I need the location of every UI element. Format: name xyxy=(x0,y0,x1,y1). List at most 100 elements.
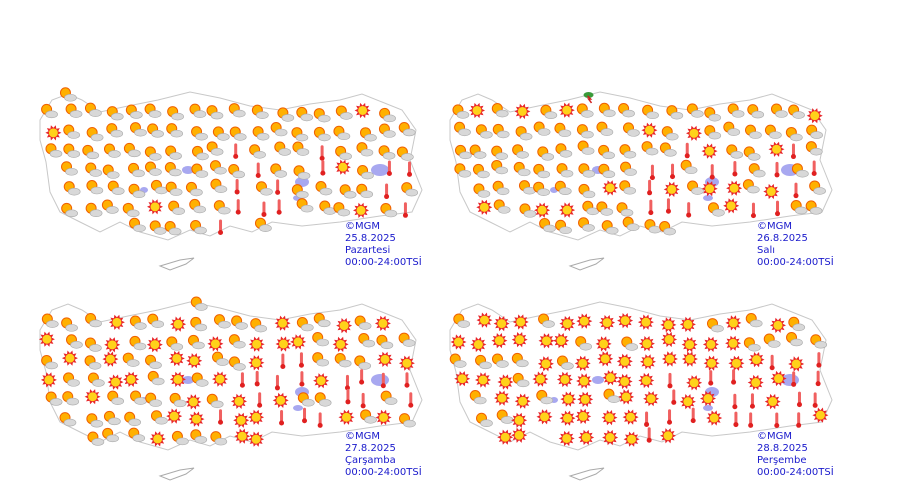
thermometer xyxy=(813,392,817,405)
cloud xyxy=(727,128,741,136)
cloud xyxy=(301,323,314,332)
cloud xyxy=(813,187,826,195)
cloud xyxy=(67,379,80,387)
cloud xyxy=(151,320,165,328)
cloud xyxy=(560,169,574,178)
cloud xyxy=(516,379,530,388)
cloud xyxy=(217,133,230,141)
thermometer-bulb xyxy=(280,363,286,369)
sun-core xyxy=(751,378,761,388)
cloud xyxy=(195,170,209,178)
thermometer xyxy=(275,374,279,387)
sun-core xyxy=(457,374,467,384)
sun-core xyxy=(189,356,199,366)
thermometer-bulb xyxy=(775,211,781,217)
cloud xyxy=(281,114,295,122)
sun-core xyxy=(703,394,713,404)
map-credit: ©MGM xyxy=(345,221,380,232)
thermometer-bulb xyxy=(774,172,780,178)
cloud xyxy=(195,132,208,141)
cloud xyxy=(45,110,58,119)
thermometer-bulb xyxy=(749,403,755,409)
thermometer xyxy=(649,199,653,212)
thermometer-bulb xyxy=(360,403,366,409)
thermometer-bulb xyxy=(380,383,386,389)
cloud xyxy=(134,322,147,330)
thermometer xyxy=(733,160,737,173)
thermometer-bulb xyxy=(274,385,280,391)
sun-core xyxy=(514,430,524,440)
sun-core xyxy=(621,392,631,402)
thermometer xyxy=(281,353,285,366)
sun-core xyxy=(689,378,699,388)
cloud xyxy=(541,153,555,161)
cloud xyxy=(134,128,147,137)
cloud xyxy=(495,152,509,160)
thermometer xyxy=(361,392,365,405)
thermometer xyxy=(672,389,676,402)
cloud xyxy=(523,210,537,218)
cloud xyxy=(343,190,357,199)
sun-core xyxy=(620,356,630,366)
sun-core xyxy=(88,392,98,402)
thermometer xyxy=(770,354,774,367)
sun-core xyxy=(339,321,349,331)
sun-core xyxy=(515,335,525,345)
sun-core xyxy=(172,353,182,363)
sun-core xyxy=(605,183,615,193)
map-date: 25.8.2025 xyxy=(345,233,396,244)
thermometer-bulb xyxy=(670,174,676,180)
sun-core xyxy=(150,340,160,350)
thermometer-bulb xyxy=(733,422,739,428)
thermometer-bulb xyxy=(649,175,655,181)
thermometer-bulb xyxy=(299,381,305,387)
sun-core xyxy=(665,354,675,364)
cloud xyxy=(46,320,59,328)
sun-core xyxy=(378,318,388,328)
sun-core xyxy=(341,412,351,422)
cloud xyxy=(810,147,823,156)
cloud xyxy=(457,320,471,328)
thermometer-bulb xyxy=(235,209,241,215)
thermometer-bulb xyxy=(345,399,351,405)
sun-core xyxy=(402,358,412,368)
cloud xyxy=(256,111,269,119)
cloud xyxy=(517,168,531,177)
thermometer xyxy=(409,392,413,405)
cloud xyxy=(232,170,246,179)
cloud xyxy=(747,153,761,161)
cloud xyxy=(731,110,745,118)
sun-core xyxy=(236,415,246,425)
cloud xyxy=(362,339,376,348)
sun-core xyxy=(472,105,482,115)
cloud xyxy=(155,186,168,195)
cloud xyxy=(194,303,208,311)
cloud xyxy=(300,113,314,122)
cloud xyxy=(712,208,725,217)
sun-core xyxy=(773,320,783,330)
cloud xyxy=(623,150,637,159)
cloud xyxy=(752,169,766,178)
thermometer xyxy=(750,393,754,406)
cloud xyxy=(749,131,762,139)
cloud xyxy=(318,133,331,142)
cloud xyxy=(537,128,551,136)
thermometer xyxy=(645,411,649,424)
thermometer xyxy=(219,219,223,232)
sun-core xyxy=(173,374,183,384)
sun-core xyxy=(497,319,507,329)
sun-core xyxy=(112,317,122,327)
thermometer-bulb xyxy=(261,211,267,217)
sun-core xyxy=(453,337,463,347)
sun-core xyxy=(579,316,589,326)
thermometer-bulb xyxy=(255,173,261,179)
cloud xyxy=(456,111,470,119)
cloud xyxy=(540,396,554,405)
cloud xyxy=(664,149,677,157)
cloud xyxy=(384,209,398,218)
sun-core xyxy=(494,336,504,346)
thermometer-bulb xyxy=(708,380,714,386)
sun-core xyxy=(752,355,762,365)
thermometer xyxy=(794,182,798,195)
